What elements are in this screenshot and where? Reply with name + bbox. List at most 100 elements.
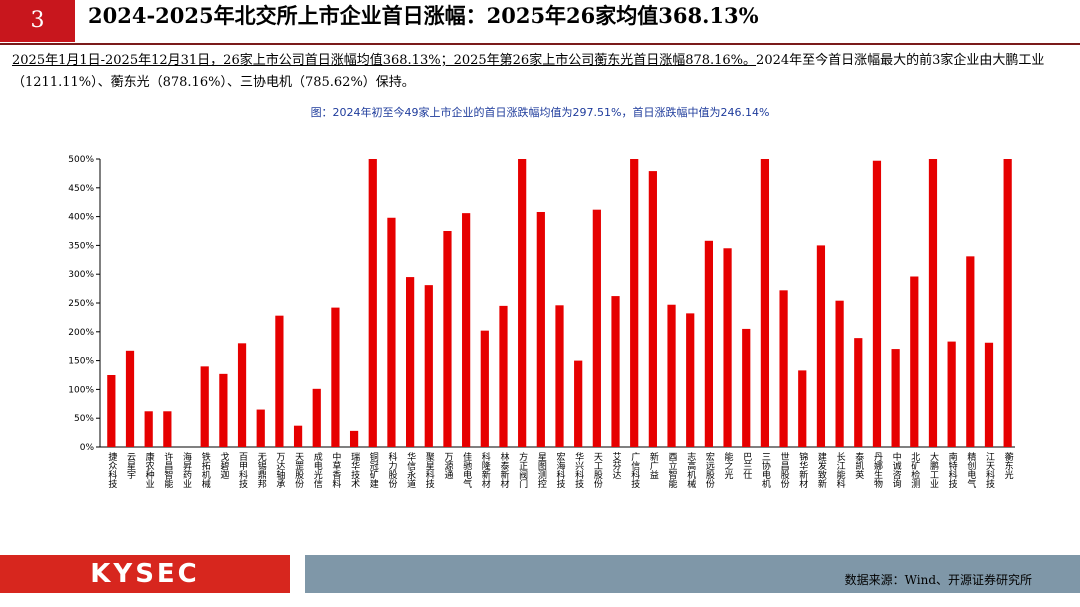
x-tick-label: 成电光信 <box>312 451 323 489</box>
chart-title: 图：2024年初至今49家上市企业的首日涨跌幅均值为297.51%，首日涨跌幅中… <box>311 105 770 119</box>
x-tick-label: 长江能科 <box>835 451 846 489</box>
bar <box>237 343 247 447</box>
bar <box>723 248 732 447</box>
x-tick-label: 广信科技 <box>629 451 640 489</box>
bar <box>667 304 676 447</box>
bar <box>406 277 415 447</box>
x-tick-label: 三协电机 <box>760 452 771 489</box>
x-tick-label: 百甲科技 <box>237 452 248 489</box>
x-tick-label: 捷众科技 <box>106 451 117 489</box>
bar <box>854 338 863 447</box>
slide-number: 3 <box>0 0 75 42</box>
bar <box>480 330 489 447</box>
bar <box>275 315 284 447</box>
bar <box>686 313 695 447</box>
x-tick-label: 佳驰电气 <box>461 451 472 488</box>
bar <box>200 366 209 447</box>
x-tick-label: 天工股份 <box>592 452 603 489</box>
x-tick-label: 戈碧迦 <box>218 451 229 480</box>
bar <box>760 159 770 447</box>
bar <box>144 411 153 447</box>
y-tick-label: 350% <box>68 241 94 251</box>
bar <box>648 171 657 447</box>
bar <box>611 296 620 447</box>
x-tick-label: 云星宇 <box>125 452 136 479</box>
y-tick-label: 100% <box>68 385 94 395</box>
source: 数据来源：Wind、开源证券研究所 <box>305 555 1080 593</box>
x-tick-label: 志高机械 <box>685 451 696 489</box>
x-tick-label: 精创电气 <box>965 451 976 488</box>
y-tick-label: 150% <box>68 357 94 367</box>
x-tick-label: 艾芬达 <box>611 452 622 479</box>
summary-rest: 2024年至今首日涨幅最大的前3家企业由大鹏工业（1211.11%）、蘅东光（8… <box>12 53 1045 90</box>
x-tick-label: 聚星科技 <box>424 452 435 489</box>
x-tick-label: 北矿检测 <box>909 452 920 489</box>
bar <box>424 285 433 447</box>
x-tick-label: 丹娜生物 <box>872 452 883 489</box>
y-tick-label: 450% <box>68 184 94 194</box>
bar <box>779 290 788 447</box>
x-tick-label: 能之光 <box>723 451 734 480</box>
bar <box>947 341 956 447</box>
bar <box>816 245 826 447</box>
y-tick-label: 50% <box>74 414 94 424</box>
bar <box>630 159 639 447</box>
x-tick-label: 中草香料 <box>330 451 341 489</box>
bar <box>984 342 994 447</box>
x-tick-label: 科隆新材 <box>480 451 491 488</box>
x-tick-label: 南特科技 <box>947 451 958 489</box>
x-tick-label: 星图测控 <box>536 452 547 489</box>
x-tick-label: 大鹏工业 <box>928 451 939 488</box>
logo: KYSEC <box>0 555 290 593</box>
x-tick-label: 海昇药业 <box>181 451 192 488</box>
summary-underlined: 2025年1月1日-2025年12月31日，26家上市公司首日涨幅均值368.1… <box>12 53 757 68</box>
bar <box>1003 159 1012 447</box>
bar <box>704 240 713 447</box>
bar <box>462 213 471 447</box>
bar <box>219 373 228 447</box>
y-tick-label: 500% <box>68 155 94 165</box>
x-tick-label: 中诚咨询 <box>891 451 902 489</box>
x-tick-label: 科力股份 <box>386 451 397 489</box>
bar <box>742 328 751 447</box>
chart: 图：2024年初至今49家上市企业的首日涨跌幅均值为297.51%，首日涨跌幅中… <box>68 105 1015 489</box>
x-tick-label: 方正阀门 <box>517 451 528 489</box>
x-tick-label: 巴兰仕 <box>741 452 752 480</box>
y-tick-label: 400% <box>68 213 94 223</box>
slide-title: 2024-2025年北交所上市企业首日涨幅：2025年26家均值368.13% <box>88 3 759 28</box>
bar <box>163 411 172 447</box>
bar <box>331 307 340 447</box>
bar <box>574 360 583 447</box>
bar <box>592 209 601 447</box>
y-tick-label: 0% <box>80 443 95 453</box>
bar <box>555 305 564 447</box>
x-tick-label: 瑞华技术 <box>349 451 360 489</box>
bar <box>349 430 359 447</box>
bar <box>107 375 116 447</box>
x-tick-label: 万源通 <box>442 452 453 480</box>
bar <box>966 256 975 447</box>
rule <box>0 43 1080 45</box>
bar <box>293 425 303 447</box>
x-tick-label: 建发致新 <box>816 451 827 489</box>
x-tick-label: 铜冠矿建 <box>368 451 379 489</box>
x-tick-label: 天罡股份 <box>293 452 304 489</box>
bar <box>312 388 321 447</box>
x-tick-label: 宏海科技 <box>555 451 566 489</box>
x-tick-label: 江天科技 <box>984 452 995 489</box>
x-tick-label: 酉立智能 <box>667 452 678 489</box>
y-tick-label: 200% <box>68 328 94 338</box>
bar <box>536 211 545 447</box>
x-tick-label: 宏远股份 <box>704 451 715 489</box>
bar <box>125 350 135 447</box>
bar <box>891 349 900 447</box>
x-tick-label: 华信永道 <box>405 451 416 489</box>
bar <box>835 300 844 447</box>
bar <box>910 276 919 447</box>
x-tick-label: 世昌股份 <box>779 451 790 489</box>
x-tick-label: 泰凯英 <box>853 451 864 480</box>
x-tick-label: 锦华新材 <box>797 451 808 488</box>
bar <box>256 409 265 447</box>
x-tick-label: 华兴科技 <box>573 451 584 489</box>
